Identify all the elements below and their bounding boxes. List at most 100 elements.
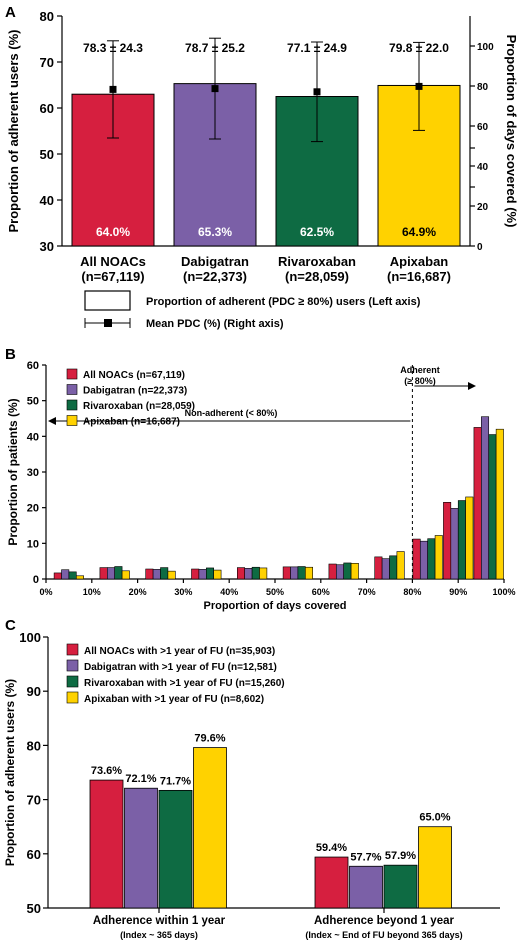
legend-marker-mean bbox=[104, 319, 112, 327]
y-tick-label: 40 bbox=[40, 193, 54, 208]
bar bbox=[282, 566, 291, 580]
mean-pdc-label: 78.3 ± 24.3 bbox=[83, 41, 143, 55]
bar bbox=[350, 563, 359, 580]
bar bbox=[383, 864, 418, 909]
legend-label: Dabigatran (n=22,373) bbox=[83, 386, 187, 397]
non-adherent-label: Non-adherent (< 80%) bbox=[185, 408, 278, 418]
bar bbox=[61, 569, 70, 580]
x-axis-label: Proportion of days covered bbox=[203, 600, 346, 612]
y2-tick-label: 40 bbox=[477, 162, 489, 173]
category-n-label: (n=67,119) bbox=[81, 269, 144, 284]
y-axis-label: Proportion of patients (%) bbox=[6, 398, 20, 545]
category-n-label: (n=28,059) bbox=[285, 269, 349, 284]
y-tick-label: 50 bbox=[27, 396, 39, 408]
bar bbox=[427, 538, 436, 580]
bar bbox=[374, 556, 383, 580]
bar bbox=[495, 428, 504, 580]
bar bbox=[68, 571, 77, 580]
bar bbox=[198, 569, 207, 580]
bar bbox=[488, 434, 497, 580]
legend-swatch bbox=[66, 368, 78, 380]
y2-axis-label: Proportion of days covered (%) bbox=[504, 35, 519, 228]
y-tick-label: 60 bbox=[27, 360, 39, 372]
legend-swatch bbox=[66, 384, 78, 395]
panel-c-chart: 50 60 70 80 90 100 Proportion of adherent user… bbox=[3, 630, 500, 940]
category-sublabel: (Index ~ End of FU beyond 365 days) bbox=[305, 930, 462, 940]
x-tick-label: 20% bbox=[129, 587, 147, 597]
y-tick-label: 0 bbox=[33, 574, 39, 586]
legend-label: Apixaban with >1 year of FU (n=8,602) bbox=[84, 694, 264, 705]
panel-a-chart: 30 40 50 60 70 80 0 20 40 60 80 100 Proportion of ad… bbox=[6, 9, 519, 330]
x-tick-label: 90% bbox=[449, 587, 467, 597]
category-n-label: (n=16,687) bbox=[387, 269, 451, 284]
bar bbox=[389, 555, 398, 580]
bar bbox=[450, 508, 459, 580]
bar bbox=[213, 569, 222, 580]
bar-value-label: 57.7% bbox=[350, 851, 381, 863]
x-tick-label: 80% bbox=[403, 587, 421, 597]
legend-label-bar: Proportion of adherent (PDC ≥ 80%) users… bbox=[146, 296, 421, 308]
adherent-label: Adherent bbox=[400, 365, 440, 375]
bar bbox=[465, 496, 474, 580]
y2-tick-label: 100 bbox=[477, 42, 494, 53]
y2-tick-label: 0 bbox=[477, 242, 483, 253]
y-tick-label: 60 bbox=[40, 101, 54, 116]
category-n-label: (n=22,373) bbox=[183, 269, 247, 284]
bar bbox=[349, 865, 383, 909]
mean-pdc-label: 78.7 ± 25.2 bbox=[185, 41, 245, 55]
bar bbox=[107, 567, 116, 580]
y2-tick-label: 80 bbox=[477, 82, 489, 93]
x-tick-label: 10% bbox=[83, 587, 101, 597]
mean-marker bbox=[415, 82, 423, 90]
legend-swatch bbox=[66, 675, 79, 688]
y-tick-label: 30 bbox=[40, 239, 54, 254]
bar bbox=[412, 538, 421, 580]
legend-label-mean: Mean PDC (%) (Right axis) bbox=[146, 318, 284, 330]
y-tick-label: 50 bbox=[40, 147, 54, 162]
bar bbox=[124, 787, 158, 909]
mean-marker bbox=[109, 85, 117, 93]
bar bbox=[290, 566, 299, 580]
bar-value-label: 79.6% bbox=[194, 733, 225, 745]
bar bbox=[244, 567, 253, 580]
bar-value-label: 65.3% bbox=[198, 225, 232, 239]
x-tick-label: 30% bbox=[174, 587, 192, 597]
bar bbox=[473, 427, 482, 580]
bar bbox=[434, 535, 443, 580]
legend-swatch bbox=[66, 399, 78, 411]
bar bbox=[53, 572, 62, 580]
bar bbox=[251, 566, 260, 580]
bar bbox=[89, 779, 124, 909]
legend-label: Rivaroxaban (n=28,059) bbox=[83, 401, 195, 412]
legend-swatch bbox=[66, 659, 79, 672]
bar bbox=[304, 566, 313, 580]
bar bbox=[314, 856, 349, 909]
panel-a-letter: A bbox=[5, 4, 16, 21]
x-tick-label: 0% bbox=[39, 587, 52, 597]
panel-b-letter: B bbox=[5, 346, 16, 363]
bar bbox=[158, 789, 193, 909]
y-tick-label: 10 bbox=[27, 538, 39, 550]
legend-swatch bbox=[66, 415, 78, 426]
x-tick-label: 60% bbox=[312, 587, 330, 597]
x-tick-label: 100% bbox=[492, 587, 515, 597]
bar bbox=[396, 551, 405, 580]
category-label: Dabigatran bbox=[181, 254, 249, 269]
bar bbox=[206, 567, 215, 580]
bar bbox=[114, 566, 123, 580]
y-axis-label: Proportion of adherent users (%) bbox=[6, 30, 21, 233]
bar bbox=[152, 569, 161, 580]
bar bbox=[481, 416, 490, 580]
bar bbox=[381, 558, 390, 580]
y2-tick-label: 60 bbox=[477, 122, 489, 133]
y-tick-label: 20 bbox=[27, 503, 39, 515]
bar bbox=[328, 563, 337, 580]
bar bbox=[191, 568, 200, 580]
bar-value-label: 64.0% bbox=[96, 225, 130, 239]
category-label: Adherence beyond 1 year bbox=[314, 915, 454, 927]
adherent-arrowhead bbox=[468, 382, 476, 390]
bar bbox=[76, 575, 85, 580]
bar-value-label: 71.7% bbox=[160, 775, 191, 787]
y-tick-label: 50 bbox=[27, 901, 41, 916]
